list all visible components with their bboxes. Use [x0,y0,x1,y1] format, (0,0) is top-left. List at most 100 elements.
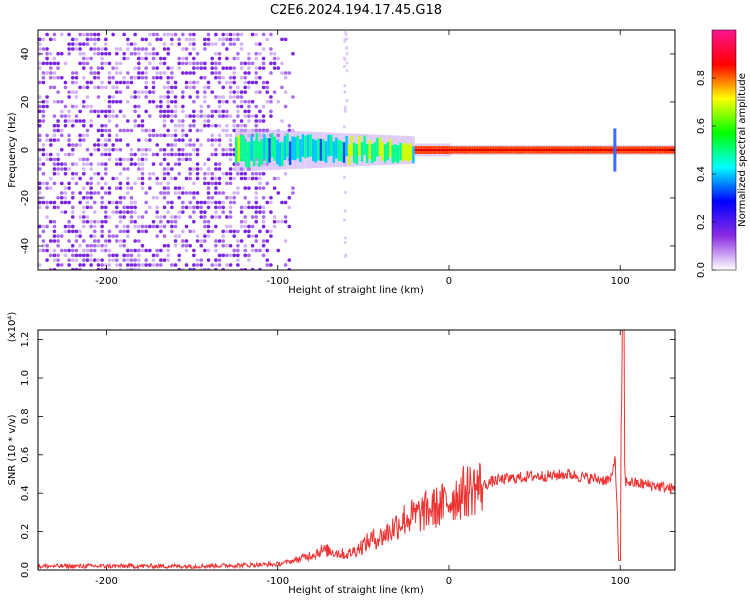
spectrogram-noise-cell [93,224,97,229]
spectrogram-noise-cell [155,143,159,147]
spectrogram-noise-cell [137,248,141,253]
spectrogram-noise-cell [137,224,141,229]
spectrogram-noise-cell [100,224,104,229]
spectrogram-signal-cell [250,135,253,161]
spectrogram-noise-cell [144,37,148,42]
spectrogram-noise-cell [111,234,115,238]
spectrogram-noise-cell [232,196,236,200]
spectrogram-noise-cell [144,248,148,253]
spectrogram-noise-cell [100,52,104,56]
spectrogram-noise-cell [250,100,255,104]
spectrogram-noise-cell [45,186,49,190]
spectrogram-noise-cell [203,234,207,238]
spectrogram-noise-cell [173,162,178,166]
spectrogram-noise-cell [199,215,203,219]
spectrogram-noise-cell [41,248,46,253]
spectrogram-noise-cell [280,119,284,123]
spectrogram-noise-cell [166,191,170,195]
spectrogram-noise-cell [52,172,57,176]
spectrogram-noise-cell [38,205,42,210]
spectrogram-noise-cell [159,263,163,267]
snr-y-tick-label: 0.0 [20,562,31,578]
spectrogram-noise-cell [67,186,71,190]
spectrogram-noise-cell [206,196,211,200]
spectrogram-noise-cell [63,191,68,195]
spectrogram-noise-cell [181,124,185,128]
spectrogram-signal-cell [301,134,305,158]
spectrogram-noise-cell [52,258,57,262]
spectrogram-noise-cell [184,263,189,267]
spectrogram-noise-cell [192,220,196,224]
spectrogram-noise-cell [100,220,104,224]
spectrogram-noise-cell [63,124,68,128]
spectrogram-noise-cell [344,105,347,109]
spectrogram-noise-cell [45,52,49,56]
spectrogram-noise-cell [221,85,225,90]
spectrogram-noise-cell [243,71,247,75]
spectrogram-signal-cell [293,137,297,161]
spectrogram-noise-cell [265,37,269,42]
spectrogram-noise-cell [118,263,123,267]
spectrogram-signal-cell [306,134,310,158]
spectrogram-noise-cell [181,119,185,123]
spectrogram-noise-cell [38,80,42,85]
spectrogram-noise-cell [96,76,101,80]
spectrogram-noise-cell [74,95,79,99]
spectrogram-noise-cell [85,253,90,258]
spectrogram-noise-cell [137,90,141,94]
spectrogram-signal-cell [368,140,371,160]
spectrogram-noise-cell [195,167,200,171]
spectrogram-noise-cell [228,152,233,157]
spectrogram-noise-cell [52,229,57,234]
spectrogram-noise-cell [188,215,192,219]
spectrogram-noise-cell [137,167,141,171]
spectrogram-noise-cell [221,128,225,133]
spectrogram-noise-cell [344,31,347,35]
spectrogram-noise-cell [38,37,42,42]
spectrogram-noise-cell [85,133,90,138]
spectrogram-noise-cell [100,186,104,190]
spectrogram-noise-cell [78,244,82,248]
spectrogram-noise-cell [206,234,211,238]
spectrogram-noise-cell [96,220,101,224]
spectrogram-noise-cell [250,205,255,210]
spectrogram-noise-cell [93,52,97,56]
spectrogram-noise-cell [129,205,134,210]
spectrogram-noise-cell [232,119,236,123]
spectrogram-noise-cell [41,244,46,248]
spectrogram-noise-cell [188,157,192,162]
spectrogram-signal-cell [240,135,243,162]
spectrogram-noise-cell [192,119,196,123]
spectrogram-noise-cell [162,42,167,46]
spectrogram-noise-cell [137,52,141,56]
spectrogram-noise-cell [151,90,156,94]
spectrogram-noise-cell [118,196,123,200]
spectrogram-noise-cell [159,148,163,152]
spectrogram-noise-cell [71,148,75,152]
spectrogram-noise-cell [104,172,108,176]
spectrogram-noise-cell [45,157,49,162]
spectrogram-noise-cell [67,95,71,99]
spectrogram-noise-cell [225,152,229,157]
spectrogram-noise-cell [192,61,196,66]
spectrogram-noise-cell [181,133,185,138]
spectrogram-noise-cell [217,61,222,66]
spectrogram-noise-cell [96,114,101,118]
spectrogram-noise-cell [170,109,174,114]
spectrogram-noise-cell [96,71,101,75]
spectrogram-noise-cell [144,263,148,267]
spectrogram-noise-cell [170,37,174,42]
spectrogram-x-tick-label: -100 [266,276,289,287]
spectrogram-noise-cell [258,205,262,210]
spectrogram-noise-cell [344,254,347,258]
spectrogram-noise-cell [133,32,137,37]
spectrogram-signal-cell [324,141,328,163]
spectrogram-noise-cell [173,143,178,147]
spectrogram-noise-cell [63,85,68,90]
spectrogram-noise-cell [100,258,104,262]
spectrogram-noise-cell [115,263,119,267]
spectrogram-noise-cell [122,258,126,262]
spectrogram-noise-cell [232,95,236,99]
spectrogram-noise-cell [41,143,46,147]
spectrogram-noise-cell [217,37,222,42]
